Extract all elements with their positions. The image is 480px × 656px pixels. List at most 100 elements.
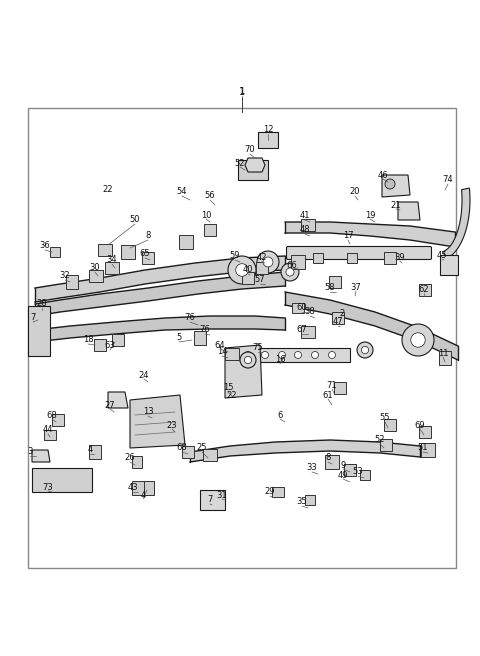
Text: 9: 9 [340, 461, 346, 470]
Circle shape [240, 352, 256, 368]
Text: 59: 59 [230, 251, 240, 260]
Text: 13: 13 [143, 407, 153, 417]
Bar [142, 252, 154, 264]
Text: 20: 20 [350, 188, 360, 197]
Polygon shape [130, 395, 185, 448]
Text: 68: 68 [177, 443, 187, 453]
Polygon shape [398, 202, 420, 220]
Text: 56: 56 [204, 192, 216, 201]
Text: 41: 41 [300, 211, 310, 220]
Text: 17: 17 [343, 232, 353, 241]
Text: 10: 10 [201, 211, 211, 220]
Text: 8: 8 [145, 232, 151, 241]
Bar [384, 252, 396, 264]
Bar [332, 312, 344, 324]
Bar [380, 439, 392, 451]
Bar [272, 487, 284, 497]
Bar [301, 326, 315, 338]
Bar [439, 351, 451, 365]
Polygon shape [32, 450, 50, 462]
Polygon shape [32, 468, 92, 492]
Circle shape [295, 352, 301, 358]
Circle shape [262, 352, 268, 358]
Text: 50: 50 [130, 216, 140, 224]
Text: 1: 1 [240, 87, 245, 96]
Text: 11: 11 [438, 348, 448, 358]
Text: 76: 76 [200, 325, 210, 335]
Text: 53: 53 [353, 468, 363, 476]
Polygon shape [230, 348, 350, 362]
Text: 12: 12 [263, 125, 273, 134]
Text: 69: 69 [415, 420, 425, 430]
Text: 22: 22 [227, 392, 237, 401]
Polygon shape [190, 440, 420, 462]
Text: 4: 4 [87, 445, 93, 455]
Text: 67: 67 [297, 325, 307, 335]
Bar [225, 348, 239, 360]
Circle shape [361, 346, 369, 354]
Bar [50, 247, 60, 257]
Text: 21: 21 [391, 201, 401, 209]
Text: 32: 32 [60, 272, 70, 281]
Bar [105, 262, 119, 274]
Bar [182, 446, 194, 458]
Text: 4: 4 [140, 491, 145, 499]
Text: 7: 7 [30, 314, 36, 323]
Bar [256, 262, 268, 274]
Circle shape [244, 352, 252, 358]
Bar [344, 464, 356, 476]
Text: 51: 51 [418, 443, 428, 453]
Bar [179, 235, 193, 249]
Polygon shape [440, 255, 458, 275]
Text: 44: 44 [43, 426, 53, 434]
Text: 68: 68 [47, 411, 58, 419]
Circle shape [312, 352, 319, 358]
Text: 5: 5 [176, 333, 181, 342]
Polygon shape [444, 188, 470, 259]
Bar [89, 270, 103, 282]
Text: 16: 16 [275, 356, 285, 365]
Text: 66: 66 [287, 260, 298, 270]
Bar [66, 275, 78, 289]
Text: 43: 43 [128, 483, 138, 493]
Bar [44, 430, 56, 440]
Circle shape [357, 342, 373, 358]
Text: 2: 2 [339, 308, 345, 318]
Text: 75: 75 [252, 344, 264, 352]
Bar [112, 334, 124, 346]
Polygon shape [35, 272, 285, 316]
Text: 60: 60 [297, 304, 307, 312]
Text: 73: 73 [43, 483, 53, 491]
Circle shape [385, 179, 395, 189]
Text: 49: 49 [338, 470, 348, 480]
Text: 30: 30 [90, 264, 100, 272]
Text: 40: 40 [243, 266, 253, 274]
Text: 61: 61 [323, 390, 333, 400]
Text: 8: 8 [325, 453, 331, 462]
Text: 62: 62 [419, 285, 429, 293]
Circle shape [228, 256, 256, 284]
Bar [292, 303, 304, 313]
Text: 39: 39 [395, 253, 405, 262]
FancyBboxPatch shape [287, 247, 432, 260]
Polygon shape [285, 222, 455, 247]
Text: 7: 7 [207, 495, 213, 504]
Text: 27: 27 [105, 401, 115, 409]
Text: 31: 31 [216, 491, 228, 499]
Bar [203, 449, 217, 461]
Text: 65: 65 [140, 249, 150, 258]
Bar [89, 445, 101, 459]
Text: 37: 37 [350, 283, 361, 291]
Text: 38: 38 [305, 308, 315, 316]
Polygon shape [245, 158, 265, 172]
Text: 3: 3 [27, 447, 33, 457]
Polygon shape [108, 392, 128, 408]
Text: 23: 23 [167, 420, 177, 430]
Text: 1: 1 [239, 87, 245, 97]
Bar [360, 470, 370, 480]
Circle shape [236, 264, 248, 276]
Circle shape [286, 268, 294, 276]
Polygon shape [285, 292, 458, 360]
Bar [419, 426, 431, 438]
Text: 46: 46 [378, 171, 388, 180]
